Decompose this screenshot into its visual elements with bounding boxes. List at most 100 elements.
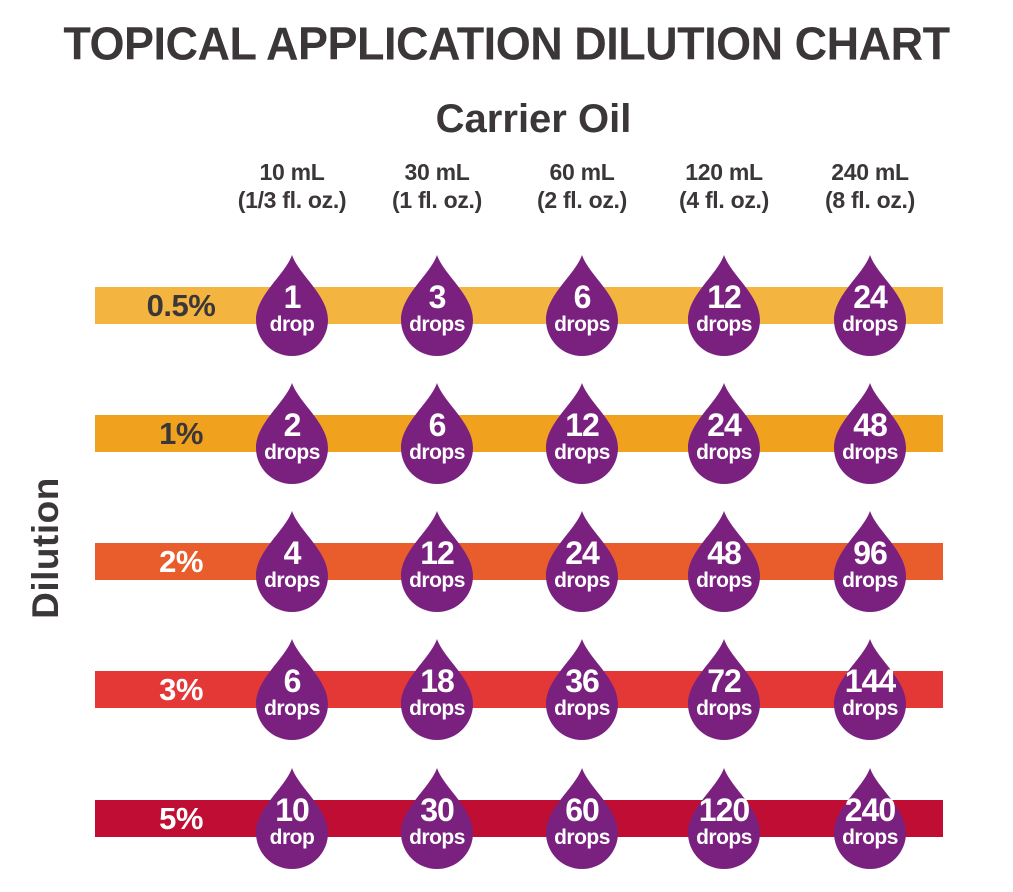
drop-count: 48: [707, 535, 742, 571]
column-header-60ml: 60 mL (2 fl. oz.): [497, 158, 667, 214]
drop-icon: [256, 511, 328, 613]
drop-unit: drops: [409, 697, 465, 720]
column-volume: 60 mL: [549, 159, 615, 185]
drop-cell: 6 drops: [543, 254, 621, 358]
drop-unit: drops: [554, 697, 610, 720]
dilution-percent-label: 0.5%: [146, 287, 216, 323]
drop-unit: drops: [554, 313, 610, 336]
drop-count: 18: [420, 663, 455, 699]
drop-cell: 30 drops: [398, 767, 476, 871]
drop-unit: drops: [842, 441, 898, 464]
drop-unit: drops: [842, 826, 898, 849]
drop-icon: [688, 255, 760, 357]
drop-icon: [256, 639, 328, 741]
drop-icon: [834, 255, 906, 357]
drop-icon: [688, 768, 760, 870]
drop-count: 72: [707, 663, 742, 699]
drop-count: 24: [565, 535, 600, 571]
drop-count: 24: [707, 407, 742, 443]
drop-unit: drops: [554, 826, 610, 849]
drop-count: 12: [565, 407, 600, 443]
drop-unit: drops: [842, 569, 898, 592]
drop-unit: drops: [696, 441, 752, 464]
column-floz: (8 fl. oz.): [825, 187, 915, 213]
drop-count: 10: [275, 792, 310, 828]
drop-unit: drops: [696, 569, 752, 592]
drop-unit: drop: [269, 826, 315, 849]
column-floz: (2 fl. oz.): [537, 187, 627, 213]
drop-count: 12: [707, 279, 742, 315]
drop-count: 120: [698, 792, 750, 828]
drop-unit: drops: [554, 569, 610, 592]
drop-cell: 12 drops: [685, 254, 763, 358]
drop-icon: [834, 639, 906, 741]
drop-unit: drops: [264, 697, 320, 720]
column-header-120ml: 120 mL (4 fl. oz.): [639, 158, 809, 214]
dilution-axis-label: Dilution: [25, 477, 66, 619]
row-bar: 5%: [95, 800, 943, 837]
column-floz: (1 fl. oz.): [392, 187, 482, 213]
drop-count: 240: [844, 792, 896, 828]
drop-unit: drop: [269, 313, 315, 336]
drop-unit: drops: [696, 826, 752, 849]
drop-cell: 24 drops: [685, 382, 763, 486]
drop-count: 6: [573, 279, 592, 315]
drop-count: 6: [428, 407, 447, 443]
carrier-oil-heading: Carrier Oil: [435, 97, 632, 141]
drop-unit: drops: [409, 313, 465, 336]
drop-icon: [401, 768, 473, 870]
dilution-percent-label: 1%: [159, 415, 203, 451]
column-volume: 240 mL: [831, 159, 909, 185]
drop-icon: [546, 255, 618, 357]
drop-icon: [401, 383, 473, 485]
drop-cell: 12 drops: [543, 382, 621, 486]
column-header-30ml: 30 mL (1 fl. oz.): [352, 158, 522, 214]
drop-icon: [546, 511, 618, 613]
dilution-percent-label: 2%: [159, 543, 203, 579]
drop-count: 60: [565, 792, 600, 828]
drop-cell: 36 drops: [543, 638, 621, 742]
drop-icon: [256, 383, 328, 485]
drop-cell: 6 drops: [398, 382, 476, 486]
drop-cell: 10 drop: [253, 767, 331, 871]
drop-unit: drops: [696, 697, 752, 720]
page-title: TOPICAL APPLICATION DILUTION CHART: [63, 16, 950, 71]
drop-count: 6: [283, 663, 302, 699]
row-bar: 1%: [95, 415, 943, 452]
drop-count: 24: [853, 279, 888, 315]
drop-unit: drops: [264, 569, 320, 592]
drop-cell: 4 drops: [253, 510, 331, 614]
drop-icon: [546, 639, 618, 741]
drop-icon: [546, 383, 618, 485]
drop-cell: 60 drops: [543, 767, 621, 871]
drop-icon: [546, 768, 618, 870]
drop-icon: [256, 768, 328, 870]
drop-count: 48: [853, 407, 888, 443]
drop-cell: 144 drops: [831, 638, 909, 742]
drop-unit: drops: [696, 313, 752, 336]
row-bar: 0.5%: [95, 287, 943, 324]
drop-icon: [688, 383, 760, 485]
drop-cell: 18 drops: [398, 638, 476, 742]
row-bar: 2%: [95, 543, 943, 580]
drop-count: 2: [283, 407, 302, 443]
drop-cell: 120 drops: [685, 767, 763, 871]
drop-cell: 12 drops: [398, 510, 476, 614]
dilution-percent-label: 5%: [159, 800, 203, 836]
drop-unit: drops: [842, 313, 898, 336]
drop-count: 3: [428, 279, 447, 315]
drop-cell: 96 drops: [831, 510, 909, 614]
drop-unit: drops: [554, 441, 610, 464]
dilution-percent-label: 3%: [159, 671, 203, 707]
drop-unit: drops: [264, 441, 320, 464]
drop-count: 1: [283, 279, 302, 315]
drop-count: 144: [844, 663, 896, 699]
drop-cell: 24 drops: [543, 510, 621, 614]
column-volume: 10 mL: [259, 159, 325, 185]
drop-count: 30: [420, 792, 455, 828]
row-bar: 3%: [95, 671, 943, 708]
drop-count: 12: [420, 535, 455, 571]
drop-cell: 72 drops: [685, 638, 763, 742]
drop-cell: 48 drops: [685, 510, 763, 614]
drop-cell: 6 drops: [253, 638, 331, 742]
